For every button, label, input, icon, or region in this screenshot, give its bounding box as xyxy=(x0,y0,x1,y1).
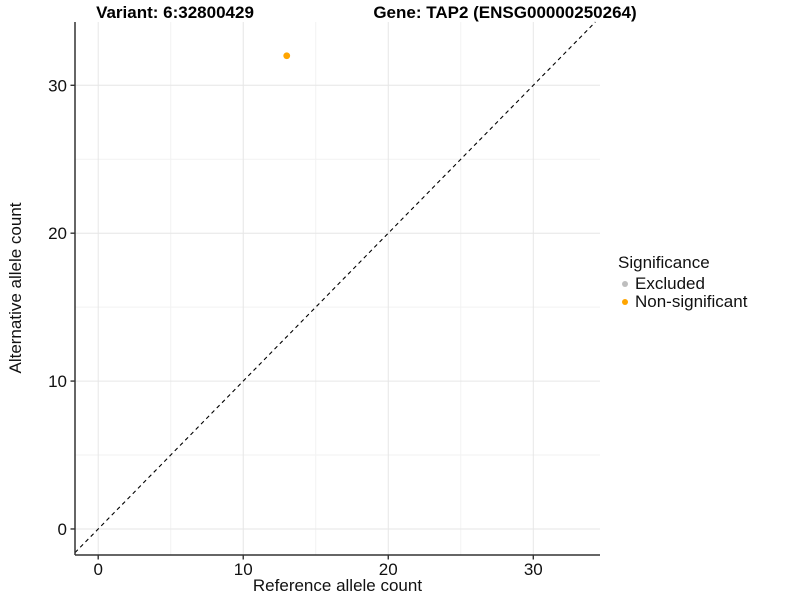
legend-item-label: Excluded xyxy=(635,274,705,293)
y-tick-label: 10 xyxy=(48,372,67,391)
legend-item-excluded: Excluded xyxy=(618,275,747,293)
legend-item-label: Non-significant xyxy=(635,292,748,311)
legend: Significance Excluded Non-significant xyxy=(618,253,747,311)
data-point xyxy=(283,52,291,60)
legend-key-dot xyxy=(622,299,628,305)
x-tick-label: 30 xyxy=(524,560,543,579)
legend-title: Significance xyxy=(618,253,710,272)
y-tick-label: 30 xyxy=(48,76,67,95)
x-tick-label: 20 xyxy=(379,560,398,579)
legend-key-dot xyxy=(622,281,628,287)
x-tick-label: 10 xyxy=(234,560,253,579)
legend-items: Excluded Non-significant xyxy=(618,275,747,311)
y-tick-label: 0 xyxy=(58,520,67,539)
legend-item-non-significant: Non-significant xyxy=(618,293,747,311)
y-tick-label: 20 xyxy=(48,224,67,243)
x-axis-label: Reference allele count xyxy=(252,576,423,595)
identity-line xyxy=(74,21,596,554)
x-tick-label: 0 xyxy=(93,560,102,579)
plot-title-variant: Variant: 6:32800429 xyxy=(96,3,254,22)
plot-title-gene: Gene: TAP2 (ENSG00000250264) xyxy=(373,3,637,22)
